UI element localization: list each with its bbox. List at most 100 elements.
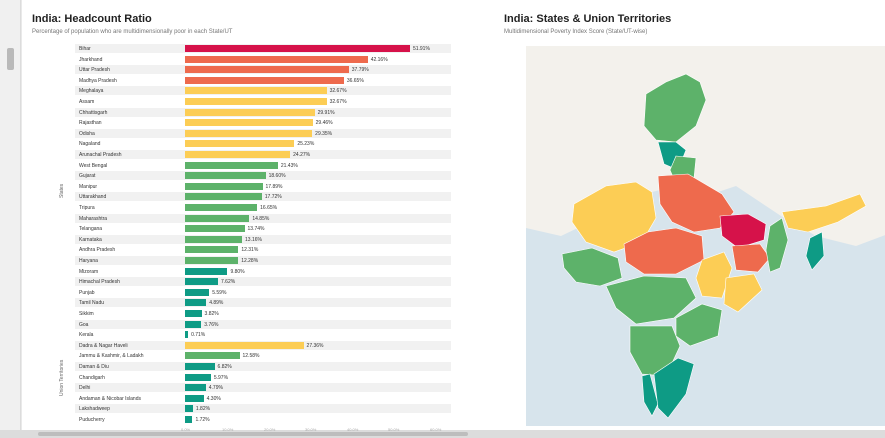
bar[interactable] [185,87,327,95]
bar[interactable] [185,405,193,413]
bar-row[interactable]: Andaman & Nicobar Islands 4.30% [75,394,451,403]
bar-row[interactable]: Arunachal Pradesh 24.27% [75,150,451,159]
bar[interactable] [185,384,206,392]
bar-row[interactable]: Daman & Diu 6.82% [75,362,451,371]
bar-row[interactable]: Manipur 17.89% [75,182,451,191]
bar[interactable] [185,278,219,286]
state-west-bengal[interactable] [765,217,789,273]
state-gujarat[interactable] [561,247,623,287]
bar-row[interactable]: Uttar Pradesh 37.79% [75,65,451,75]
bar[interactable] [185,310,202,317]
bar-row[interactable]: Jammu & Kashmir, & Ladakh 12.58% [75,351,451,360]
bar[interactable] [185,373,211,381]
bar-row[interactable]: Tripura 16.65% [75,203,451,212]
bar[interactable] [185,161,278,169]
bar-value-label: 27.36% [306,342,324,349]
bar[interactable] [185,76,344,84]
bar-row[interactable]: Delhi 4.79% [75,383,451,393]
bar[interactable] [185,267,228,275]
bar-row[interactable]: Nagaland 25.23% [75,139,451,148]
bar-row[interactable]: Jharkhand 42.16% [75,55,451,64]
bar-value-label: 5.97% [213,374,229,381]
bar-category-label: Odisha [79,130,95,137]
bar-value-label: 12.58% [242,353,260,360]
bar-row[interactable]: Meghalaya 32.67% [75,86,451,96]
bar-row[interactable]: Madhya Pradesh 36.65% [75,76,451,85]
bar[interactable] [185,341,304,349]
bar-category-label: Nagaland [79,141,101,148]
bar-value-label: 14.85% [252,215,270,222]
bar[interactable] [185,352,240,360]
bar[interactable] [185,151,291,158]
bar[interactable] [185,45,410,52]
state-uttar-pradesh[interactable] [657,173,735,233]
bar[interactable] [185,55,368,63]
bar[interactable] [185,108,315,116]
state-tamil-nadu[interactable] [653,357,695,419]
state-mizoram-tripura[interactable] [805,231,825,271]
state-kerala[interactable] [641,373,659,417]
bar-row[interactable]: Assam 32.67% [75,97,451,106]
state-odisha[interactable] [723,273,763,313]
bar-value-label: 25.23% [297,141,315,148]
state-bihar[interactable] [719,213,767,249]
bar[interactable] [185,320,202,328]
bar-row[interactable]: Chhattisgarh 29.91% [75,107,451,117]
bar[interactable] [185,172,266,180]
bar[interactable] [185,331,189,339]
bar-row[interactable]: Dadra & Nagar Haveli 27.36% [75,340,451,350]
bar-row[interactable]: Chandigarh 5.97% [75,373,451,382]
bar-row[interactable]: Goa 3.76% [75,319,451,329]
state-rajasthan[interactable] [571,181,657,253]
bar-row[interactable]: Tamil Nadu 4.89% [75,298,451,308]
bar-row[interactable]: West Bengal 21.43% [75,161,451,170]
horizontal-scroll-thumb[interactable] [38,432,468,436]
bar-row[interactable]: Haryana 12.28% [75,256,451,265]
bar-row[interactable]: Odisha 29.35% [75,128,451,138]
state-chhattisgarh[interactable] [695,251,733,299]
bar[interactable] [185,299,207,307]
bar[interactable] [185,66,349,74]
bar-row[interactable]: Lakshadweep 1.82% [75,404,451,414]
bar-row[interactable]: Karnataka 13.16% [75,234,451,244]
state-maharashtra[interactable] [605,275,697,325]
vertical-scrollbar[interactable] [0,0,21,430]
bar-value-label: 37.79% [351,67,369,74]
bar-row[interactable]: Gujarat 18.60% [75,171,451,181]
bar-row[interactable]: Punjab 5.59% [75,288,451,297]
bar-row[interactable]: Mizoram 9.80% [75,267,451,276]
horizontal-scrollbar[interactable] [0,430,885,438]
bar[interactable] [185,129,313,137]
bar[interactable] [185,416,193,423]
bar[interactable] [185,193,262,201]
bar-row[interactable]: Rajasthan 29.46% [75,118,451,127]
bar-row[interactable]: Himachal Pradesh 7.62% [75,277,451,287]
bar-row[interactable]: Bihar 51.91% [75,44,451,53]
bar-row[interactable]: Maharashtra 14.85% [75,213,451,223]
bar-row[interactable]: Uttarakhand 17.72% [75,192,451,202]
bar-row[interactable]: Sikkim 3.82% [75,309,451,318]
bar[interactable] [185,140,295,148]
bar-row[interactable]: Puducherry 1.72% [75,415,451,424]
bar[interactable] [185,257,239,264]
bar[interactable] [185,225,245,233]
bar[interactable] [185,214,250,222]
bar[interactable] [185,98,327,105]
state-jammu-kashmir[interactable] [643,73,707,143]
bar[interactable] [185,204,258,211]
state-assam-northeast[interactable] [781,193,867,233]
vertical-scroll-thumb[interactable] [7,48,14,70]
bar[interactable] [185,246,239,254]
bar-category-label: Chandigarh [79,374,105,381]
bar[interactable] [185,363,215,370]
bar-row[interactable]: Kerala 0.71% [75,330,451,339]
bar[interactable] [185,119,313,127]
bar-category-label: Arunachal Pradesh [79,152,122,158]
bar-row[interactable]: Telangana 13.74% [75,224,451,233]
bar[interactable] [185,394,204,402]
bar-row[interactable]: Andhra Pradesh 12.31% [75,245,451,254]
bar[interactable] [185,182,263,190]
state-jharkhand[interactable] [731,243,771,273]
bar[interactable] [185,235,243,243]
bar[interactable] [185,288,210,296]
